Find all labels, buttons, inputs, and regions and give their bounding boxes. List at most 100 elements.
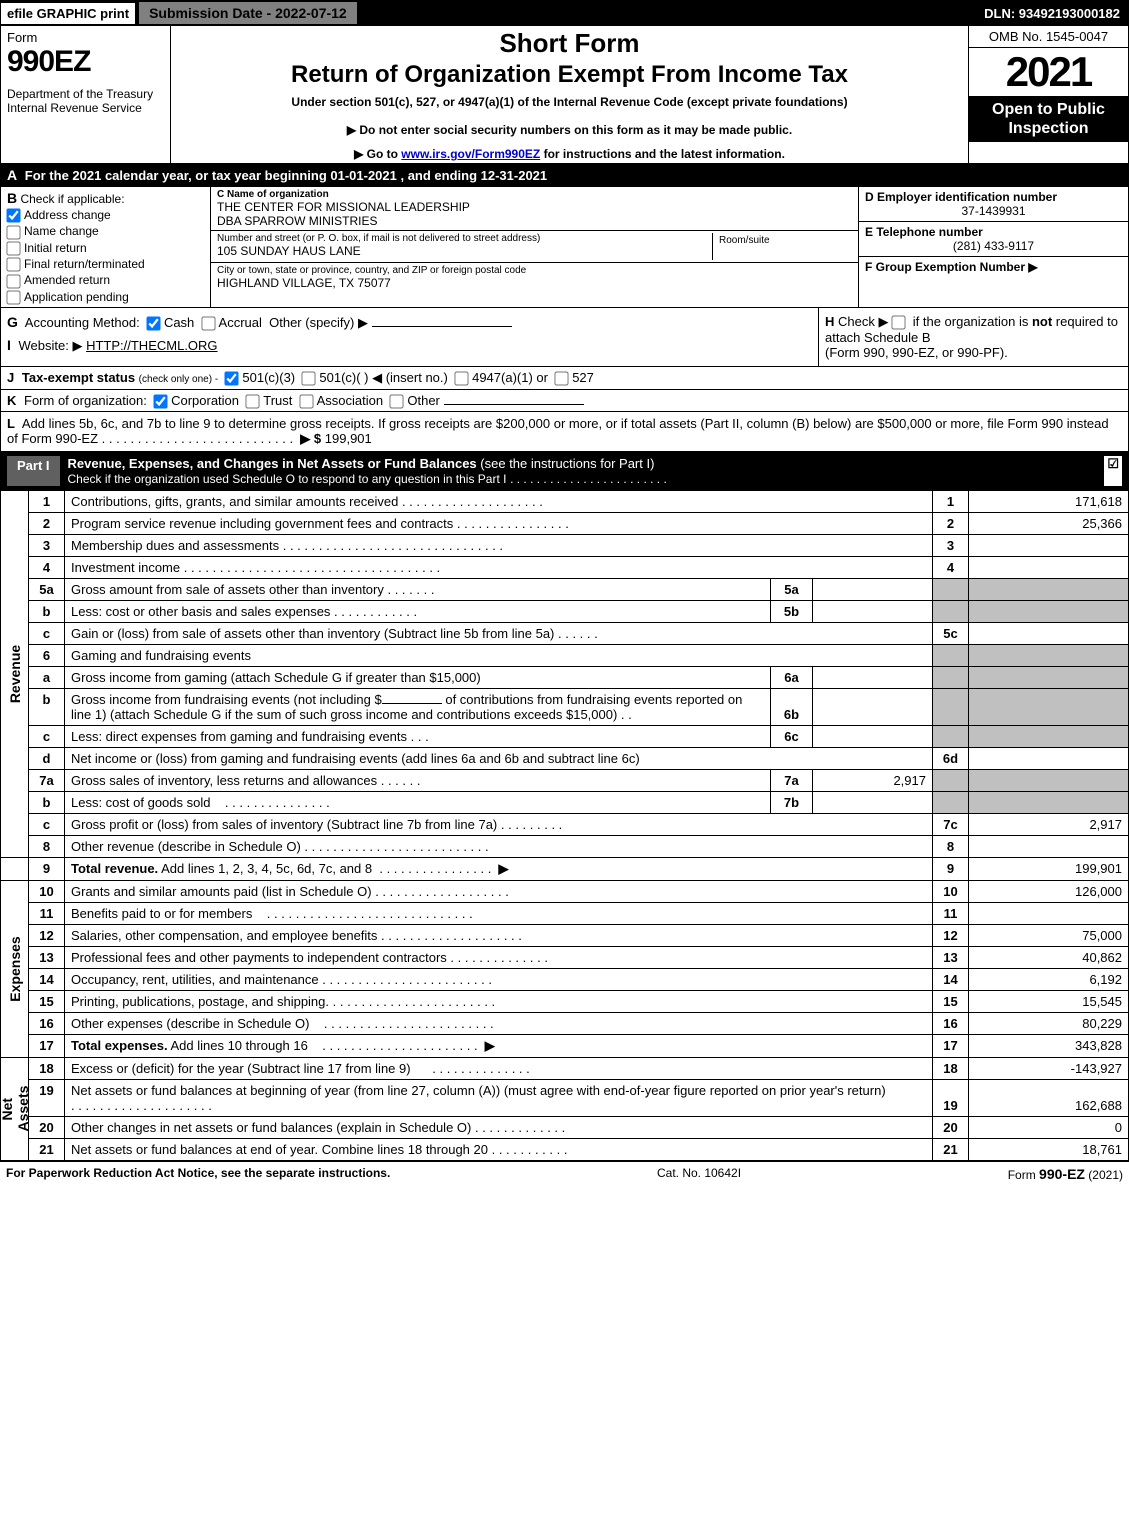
l1-desc: Contributions, gifts, grants, and simila…	[71, 494, 398, 509]
header-center: Short Form Return of Organization Exempt…	[171, 26, 968, 163]
l11-amount	[969, 903, 1129, 925]
col-b-label: Check if applicable:	[20, 192, 124, 206]
irs-link[interactable]: www.irs.gov/Form990EZ	[401, 147, 540, 161]
letter-g: G	[7, 314, 18, 330]
l6d-amount	[969, 748, 1129, 770]
line-17: 17 Total expenses. Add lines 10 through …	[1, 1035, 1129, 1058]
letter-h: H	[825, 314, 834, 329]
l16-desc: Other expenses (describe in Schedule O)	[71, 1016, 309, 1031]
checkbox-association[interactable]	[299, 394, 313, 408]
line-6b: b Gross income from fundraising events (…	[1, 689, 1129, 726]
section-bcdef: B Check if applicable: Address change Na…	[0, 187, 1129, 308]
short-form-title: Short Form	[177, 28, 962, 59]
other-specify-input[interactable]	[372, 326, 512, 327]
form-number: 990EZ	[7, 45, 164, 79]
col-c-name-label: C Name of organization	[217, 189, 329, 200]
l6c-desc: Less: direct expenses from gaming and fu…	[71, 729, 407, 744]
check-final-return[interactable]: Final return/terminated	[7, 257, 204, 271]
check-initial-return[interactable]: Initial return	[7, 241, 204, 255]
l20-desc: Other changes in net assets or fund bala…	[71, 1120, 471, 1135]
check-application-pending[interactable]: Application pending	[7, 290, 204, 304]
h-text1: Check ▶	[838, 314, 888, 329]
f-label: F Group Exemption Number ▶	[865, 260, 1038, 274]
l6b-blank[interactable]	[382, 703, 442, 704]
col-gi: G Accounting Method: Cash Accrual Other …	[1, 308, 818, 366]
footer-cat-no: Cat. No. 10642I	[390, 1166, 1007, 1182]
line-6: 6 Gaming and fundraising events	[1, 645, 1129, 667]
checkbox-501c3[interactable]	[225, 371, 239, 385]
col-c-org-info: C Name of organization THE CENTER FOR MI…	[211, 187, 858, 307]
line-6d: d Net income or (loss) from gaming and f…	[1, 748, 1129, 770]
checkbox-amended-return[interactable]	[6, 274, 20, 288]
website-label: Website: ▶	[19, 338, 83, 353]
l10-desc: Grants and similar amounts paid (list in…	[71, 884, 372, 899]
row-ghi: G Accounting Method: Cash Accrual Other …	[0, 308, 1129, 367]
l18-amount: -143,927	[969, 1058, 1129, 1080]
l16-amount: 80,229	[969, 1013, 1129, 1035]
open-to-public: Open to Public Inspection	[969, 96, 1128, 142]
street-row: Number and street (or P. O. box, if mail…	[211, 231, 858, 263]
form-header: Form 990EZ Department of the Treasury In…	[0, 26, 1129, 164]
checkbox-4947[interactable]	[454, 371, 468, 385]
line-2: 2 Program service revenue including gove…	[1, 513, 1129, 535]
line-16: 16 Other expenses (describe in Schedule …	[1, 1013, 1129, 1035]
l-arrow: ▶ $	[300, 431, 321, 446]
l5b-subamt	[813, 601, 933, 623]
part1-schedule-o-check[interactable]: ☑	[1104, 456, 1122, 486]
col-def: D Employer identification number 37-1439…	[858, 187, 1128, 307]
check-address-change[interactable]: Address change	[7, 208, 204, 222]
l1-amount: 171,618	[969, 491, 1129, 513]
checkbox-corporation[interactable]	[153, 394, 167, 408]
line-15: 15 Printing, publications, postage, and …	[1, 991, 1129, 1013]
l9-desc-bold: Total revenue.	[71, 861, 158, 876]
l13-desc: Professional fees and other payments to …	[71, 950, 447, 965]
l14-amount: 6,192	[969, 969, 1129, 991]
other-org-input[interactable]	[444, 404, 584, 405]
checkbox-accrual[interactable]	[201, 316, 215, 330]
part1-check-line: Check if the organization used Schedule …	[68, 472, 507, 486]
l2-amount: 25,366	[969, 513, 1129, 535]
checkbox-schedule-b[interactable]	[891, 315, 905, 329]
k-other: Other	[407, 393, 440, 408]
tax-year: 2021	[969, 48, 1128, 96]
l3-amount	[969, 535, 1129, 557]
form-word: Form	[7, 30, 164, 45]
j-opt3: 4947(a)(1) or	[472, 370, 548, 385]
part1-title-suffix: (see the instructions for Part I)	[480, 456, 654, 471]
page-footer: For Paperwork Reduction Act Notice, see …	[0, 1161, 1129, 1186]
checkbox-501c[interactable]	[302, 371, 316, 385]
checkbox-application-pending[interactable]	[6, 290, 20, 304]
checkbox-cash[interactable]	[146, 316, 160, 330]
k-trust: Trust	[263, 393, 292, 408]
line-20: 20 Other changes in net assets or fund b…	[1, 1117, 1129, 1139]
e-label: E Telephone number	[865, 225, 983, 239]
under-section: Under section 501(c), 527, or 4947(a)(1)…	[177, 95, 962, 109]
website-value[interactable]: HTTP://THECML.ORG	[86, 338, 217, 353]
checkbox-address-change[interactable]	[6, 209, 20, 223]
checkbox-other-org[interactable]	[390, 394, 404, 408]
checkbox-527[interactable]	[555, 371, 569, 385]
l21-amount: 18,761	[969, 1139, 1129, 1161]
l5c-amount	[969, 623, 1129, 645]
l17-amount: 343,828	[969, 1035, 1129, 1058]
row-e-phone: E Telephone number (281) 433-9117	[859, 222, 1128, 257]
street-label: Number and street (or P. O. box, if mail…	[217, 233, 712, 244]
checkbox-final-return[interactable]	[6, 258, 20, 272]
row-i: I Website: ▶ HTTP://THECML.ORG	[7, 337, 812, 354]
row-k: K Form of organization: Corporation Trus…	[0, 390, 1129, 412]
checkbox-initial-return[interactable]	[6, 241, 20, 255]
dln: DLN: 93492193000182	[976, 3, 1128, 24]
check-name-change[interactable]: Name change	[7, 224, 204, 238]
org-name-1: THE CENTER FOR MISSIONAL LEADERSHIP	[217, 200, 852, 214]
l14-desc: Occupancy, rent, utilities, and maintena…	[71, 972, 319, 987]
l18-desc: Excess or (deficit) for the year (Subtra…	[71, 1061, 411, 1076]
j-opt2: 501(c)( ) ◀ (insert no.)	[319, 370, 447, 385]
row-l: L Add lines 5b, 6c, and 7b to line 9 to …	[0, 412, 1129, 452]
j-opt1: 501(c)(3)	[242, 370, 295, 385]
l5c-desc: Gain or (loss) from sale of assets other…	[71, 626, 554, 641]
checkbox-trust[interactable]	[246, 394, 260, 408]
col-h: H Check ▶ if the organization is not req…	[818, 308, 1128, 366]
letter-i: I	[7, 337, 11, 353]
check-amended-return[interactable]: Amended return	[7, 273, 204, 287]
checkbox-name-change[interactable]	[6, 225, 20, 239]
